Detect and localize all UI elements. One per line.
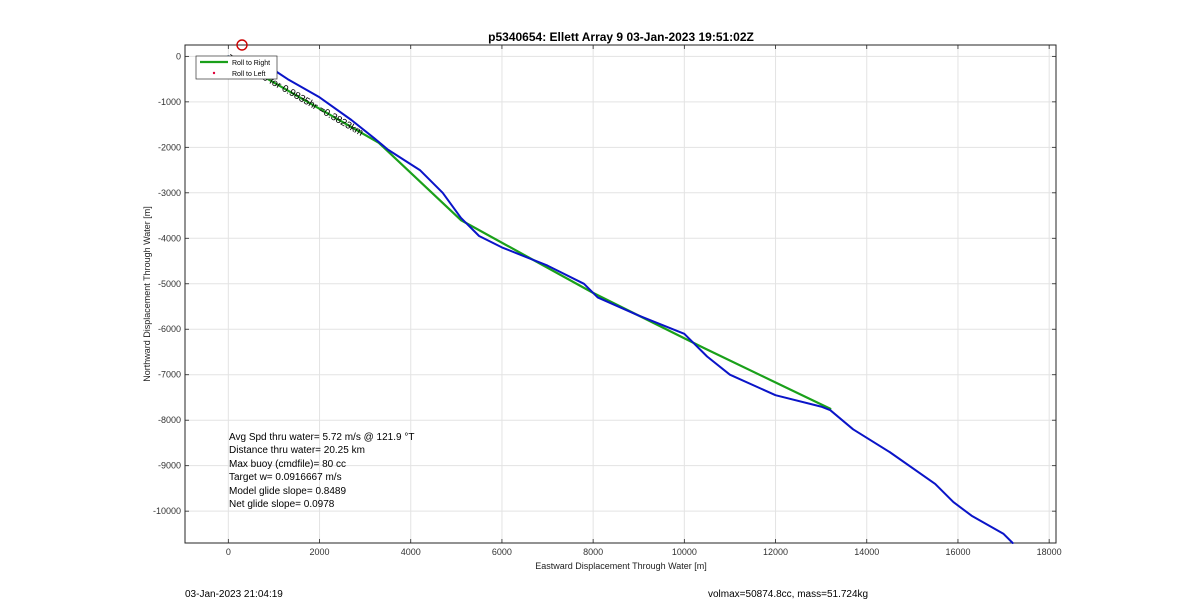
x-tick-label: 6000: [492, 547, 512, 557]
series-line-track: [227, 55, 1014, 544]
y-tick-label: -9000: [158, 461, 181, 471]
footer-vehicle-info: volmax=50874.8cc, mass=51.724kg: [708, 589, 869, 600]
x-tick-label: 16000: [945, 547, 970, 557]
y-tick-label: -2000: [158, 142, 181, 152]
x-tick-labels: 0 2000 4000 6000 8000 10000 12000 14000 16000 180…: [226, 547, 1062, 557]
stat-distance: Distance thru water= 20.25 km: [229, 445, 365, 456]
y-tick-label: -6000: [158, 324, 181, 334]
legend-roll-right-label: Roll to Right: [232, 60, 270, 67]
stat-net-glide-slope: Net glide slope= 0.0978: [229, 499, 335, 510]
legend-roll-left-marker: [212, 71, 216, 75]
plot-frame: [184, 44, 1057, 544]
x-tick-label: 0: [226, 547, 231, 557]
stat-model-glide-slope: Model glide slope= 0.8489: [229, 486, 346, 497]
x-tick-label: 12000: [763, 547, 788, 557]
x-tick-label: 8000: [583, 547, 603, 557]
x-tick-label: 4000: [401, 547, 421, 557]
y-tick-label: -8000: [158, 415, 181, 425]
x-tick-label: 2000: [310, 547, 330, 557]
stat-max-buoy: Max buoy (cmdfile)= 80 cc: [229, 459, 346, 470]
y-tick-label: -3000: [158, 188, 181, 198]
stat-target-w: Target w= 0.0916667 m/s: [229, 472, 342, 483]
x-axis-label: Eastward Displacement Through Water [m]: [535, 561, 707, 571]
y-tick-label: 0: [176, 51, 181, 61]
y-tick-labels: 0 -1000 -2000 -3000 -4000 -5000 -6000 -7000 -800…: [153, 51, 181, 516]
x-tick-label: 14000: [854, 547, 879, 557]
footer-timestamp: 03-Jan-2023 21:04:19: [185, 589, 283, 600]
y-tick-label: -7000: [158, 370, 181, 380]
legend-roll-left-label: Roll to Left: [232, 71, 266, 78]
gps-fix-marker: [236, 39, 248, 51]
y-tick-label: -10000: [153, 506, 181, 516]
stat-avg-speed: Avg Spd thru water= 5.72 m/s @ 121.9 °T: [229, 432, 414, 443]
chart-title: p5340654: Ellett Array 9 03-Jan-2023 19:…: [488, 30, 754, 44]
y-tick-label: -5000: [158, 279, 181, 289]
x-tick-label: 18000: [1037, 547, 1062, 557]
series-lines: [227, 55, 1014, 544]
y-axis-label: Northward Displacement Through Water [m]: [142, 206, 152, 382]
x-tick-label: 10000: [672, 547, 697, 557]
stats-block: Avg Spd thru water= 5.72 m/s @ 121.9 °T …: [229, 432, 414, 510]
legend: Roll to Right Roll to Left: [195, 55, 278, 80]
y-tick-label: -1000: [158, 97, 181, 107]
y-tick-label: -4000: [158, 233, 181, 243]
